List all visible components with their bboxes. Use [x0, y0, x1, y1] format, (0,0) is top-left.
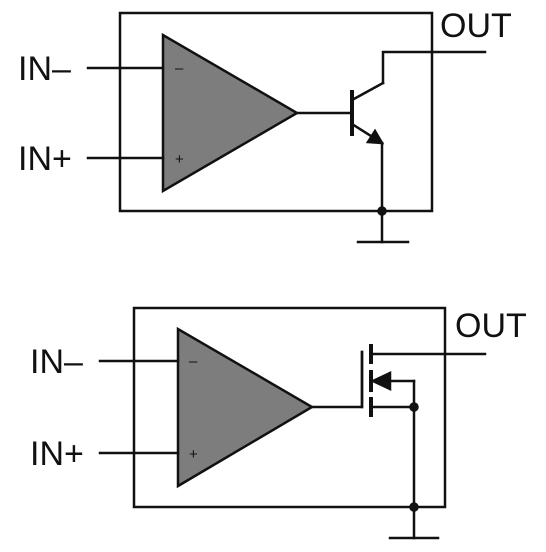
top-circuit [86, 11, 487, 244]
bottom-in-plus-label: IN+ [30, 435, 84, 473]
bottom-noninverting-sign: + [189, 446, 198, 463]
top-in-plus-label: IN+ [18, 140, 72, 178]
top-op-amp [161, 32, 300, 194]
bottom-junction-dot-source [409, 402, 419, 412]
bottom-junction-dot-box [409, 502, 419, 512]
top-package-box [118, 11, 434, 213]
top-junction-dot [377, 206, 387, 216]
bottom-package-box [132, 306, 447, 509]
top-collector-wire [381, 50, 487, 85]
top-emitter-arrow [365, 128, 385, 145]
bottom-gate-wire [310, 350, 364, 409]
bottom-body-arrow [370, 371, 392, 391]
bottom-op-amp [176, 326, 315, 489]
bottom-circuit [98, 306, 487, 540]
bottom-inverting-sign: – [189, 353, 198, 370]
top-noninverting-sign: + [175, 151, 184, 168]
top-inverting-sign: – [175, 60, 184, 77]
top-transistor-collector [350, 81, 385, 102]
top-in-minus-label: IN– [18, 50, 71, 88]
top-out-label: OUT [440, 7, 512, 45]
bottom-in-minus-label: IN– [30, 343, 83, 381]
bottom-out-label: OUT [455, 307, 527, 345]
